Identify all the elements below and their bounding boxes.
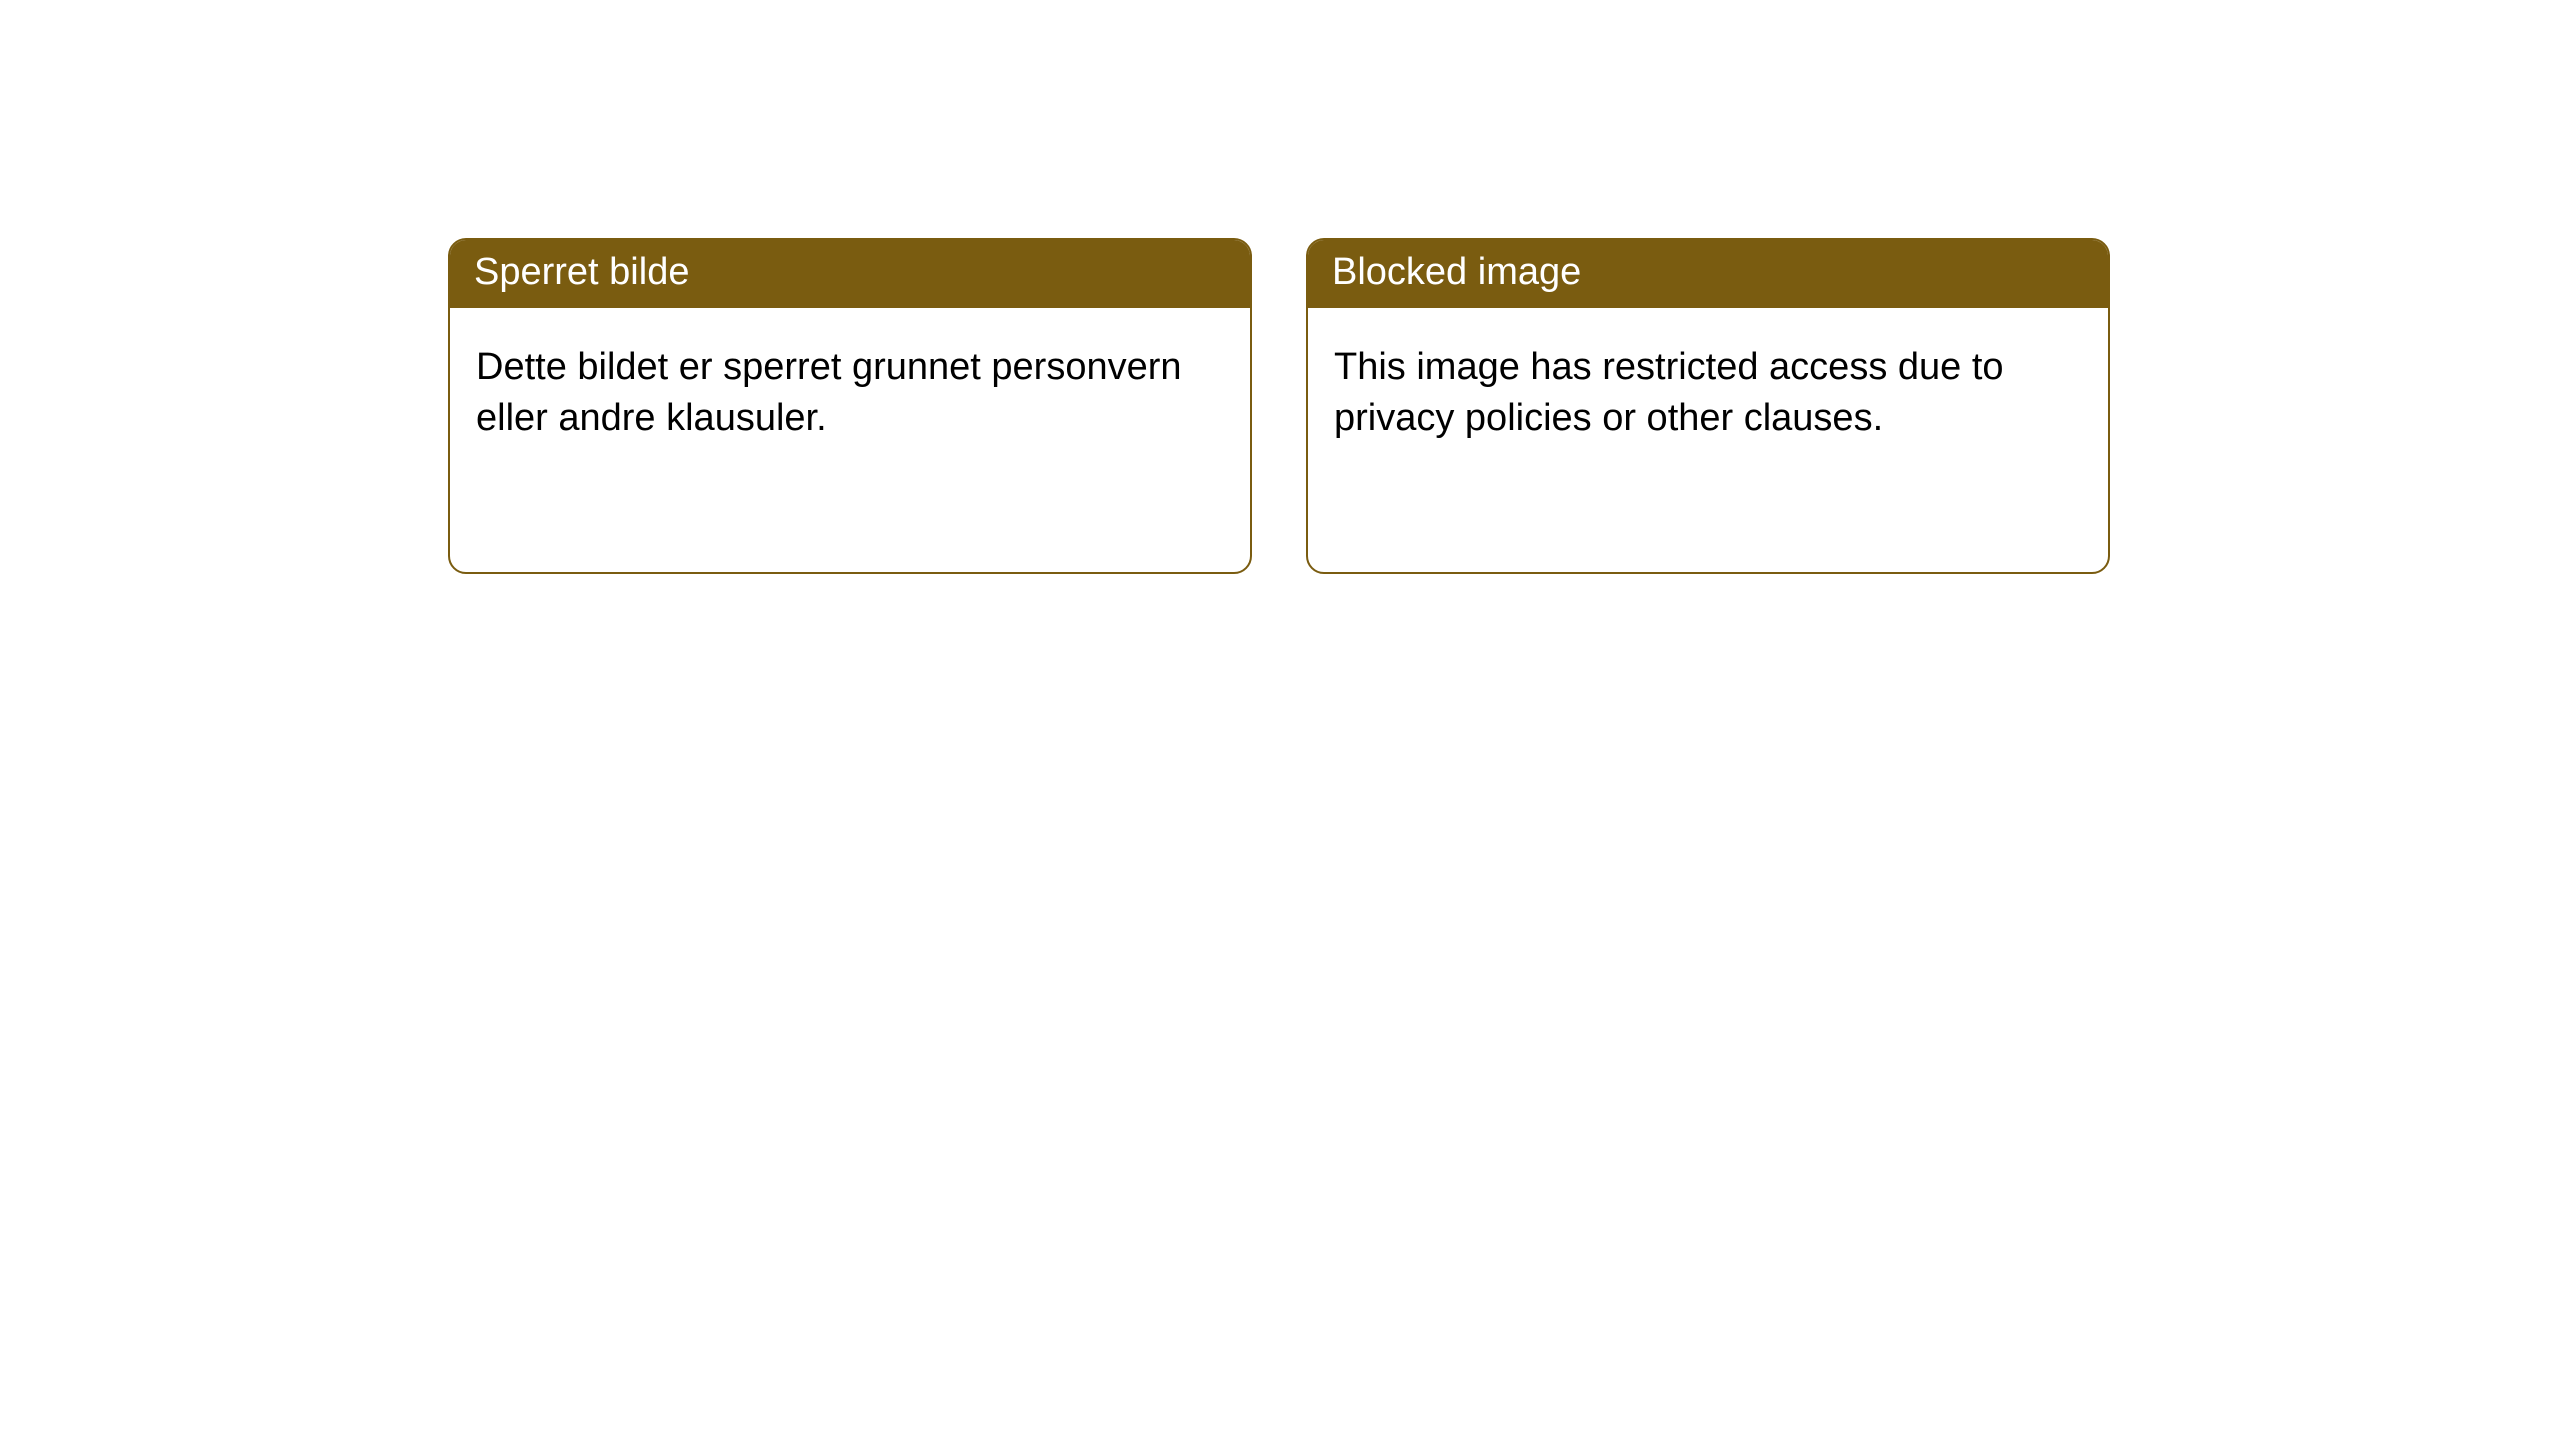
notice-title-english: Blocked image — [1308, 240, 2108, 308]
notice-body-english: This image has restricted access due to … — [1308, 308, 2108, 479]
notice-container: Sperret bilde Dette bildet er sperret gr… — [0, 0, 2560, 574]
notice-body-norwegian: Dette bildet er sperret grunnet personve… — [450, 308, 1250, 479]
notice-box-english: Blocked image This image has restricted … — [1306, 238, 2110, 574]
notice-box-norwegian: Sperret bilde Dette bildet er sperret gr… — [448, 238, 1252, 574]
notice-title-norwegian: Sperret bilde — [450, 240, 1250, 308]
